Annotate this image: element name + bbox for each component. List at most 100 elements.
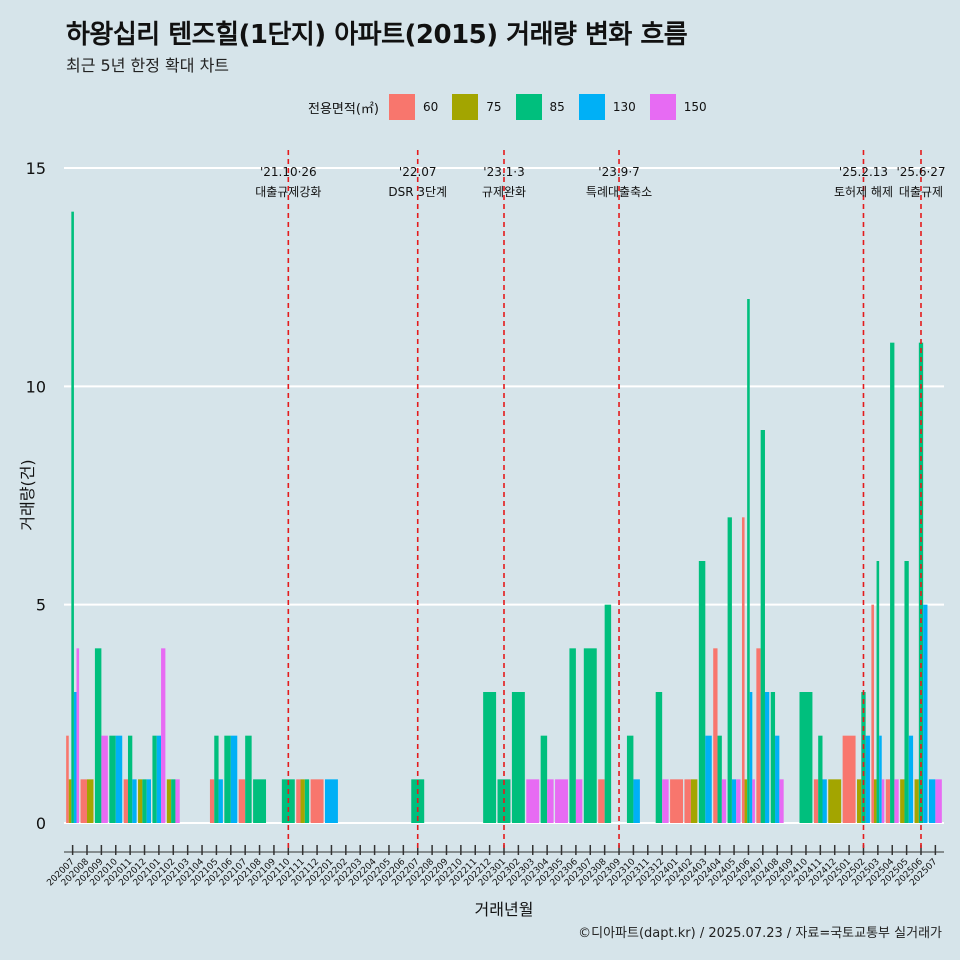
bar-202012-85 — [142, 779, 147, 823]
bar-202212-85 — [483, 692, 497, 823]
bar-202503-75 — [873, 779, 877, 823]
bar-202408-130 — [775, 735, 780, 823]
legend-label-130: 130 — [612, 100, 636, 114]
bar-202408-150 — [779, 779, 784, 823]
annotation-date-202301: '23.1·3 — [483, 165, 524, 179]
y-axis-title: 거래량(건) — [18, 459, 37, 530]
bar-202402-75 — [690, 779, 698, 823]
bar-202507-130 — [928, 779, 936, 823]
bar-202502-75 — [857, 779, 862, 823]
bar-202503-60 — [871, 604, 874, 823]
bar-202310-85 — [626, 735, 634, 823]
legend-item-60: 60 — [388, 94, 446, 120]
legend-key-75 — [452, 94, 479, 120]
bar-202407-130 — [764, 692, 770, 823]
bar-202304-85 — [540, 735, 548, 823]
bar-202404-150 — [721, 779, 727, 823]
bar-202407-60 — [756, 648, 761, 823]
bar-202401-60 — [670, 779, 684, 823]
bar-202308-60 — [598, 779, 605, 823]
chart-title: 하왕십리 텐즈힐(1단지) 아파트(2015) 거래량 변화 흐름 — [66, 20, 688, 50]
bar-202102-150 — [175, 779, 180, 823]
bar-202503-130 — [879, 735, 882, 823]
bar-202011-130 — [132, 779, 137, 823]
bar-202507-150 — [935, 779, 942, 823]
bar-202411-60 — [813, 779, 819, 823]
bar-202111-85 — [304, 779, 310, 823]
bar-202105-85 — [214, 735, 219, 823]
y-tick-label-5: 5 — [36, 596, 46, 615]
bar-202010-130 — [115, 735, 123, 823]
bar-202406-150 — [752, 779, 755, 823]
bar-202010-85 — [109, 735, 116, 823]
bar-202007-150 — [76, 648, 80, 823]
bar-202506-130 — [923, 604, 928, 823]
annotation-label-202207: DSR 3단계 — [388, 185, 447, 199]
legend-label-60: 60 — [422, 100, 439, 114]
bar-202107-85 — [245, 735, 252, 823]
bar-202505-130 — [908, 735, 914, 823]
bar-202201-130 — [324, 779, 338, 823]
annotation-date-202110: '21.10·26 — [260, 165, 317, 179]
bar-202101-85 — [152, 735, 157, 823]
annotation-label-202110: 대출규제강화 — [255, 185, 321, 199]
bar-202505-85 — [904, 561, 909, 823]
annotation-date-202502: '25.2.13 — [839, 165, 888, 179]
bar-202501-60 — [842, 735, 856, 823]
bar-202406-85 — [747, 299, 750, 823]
bar-202009-85 — [94, 648, 102, 823]
bar-202009-150 — [101, 735, 108, 823]
y-tick-label-0: 0 — [36, 814, 46, 833]
bar-202312-85 — [655, 692, 663, 823]
bar-202102-85 — [171, 779, 176, 823]
bar-202101-150 — [161, 648, 166, 823]
bar-202105-130 — [218, 779, 223, 823]
legend-label-75: 75 — [486, 100, 502, 114]
bar-202302-85 — [511, 692, 525, 823]
bar-202402-60 — [684, 779, 691, 823]
bar-202411-85 — [818, 735, 823, 823]
legend-item-85: 85 — [515, 94, 573, 120]
source-caption: ©디아파트(dapt.kr) / 2025.07.23 / 자료=국토교통부 실… — [578, 926, 942, 941]
bar-202108-85 — [253, 779, 267, 823]
bar-202403-85 — [698, 561, 706, 823]
bar-202011-60 — [123, 779, 128, 823]
bar-202408-85 — [770, 692, 776, 823]
bar-202306-85 — [569, 648, 576, 823]
bar-202506-75 — [914, 779, 919, 823]
bar-202504-150 — [894, 779, 899, 823]
y-tick-label-15: 15 — [26, 159, 46, 178]
bar-202308-85 — [604, 604, 612, 823]
bar-202410-85 — [799, 692, 813, 823]
bar-202502-130 — [865, 735, 870, 823]
bar-202012-130 — [146, 779, 151, 823]
chart-subtitle: 최근 5년 한정 확대 차트 — [66, 56, 230, 75]
annotation-label-202309: 특례대출축소 — [586, 185, 652, 199]
bar-202504-60 — [885, 779, 891, 823]
bar-202406-60 — [741, 517, 745, 823]
bar-202111-60 — [296, 779, 301, 823]
legend-title: 전용면적(㎡) — [308, 101, 379, 117]
annotation-label-202502: 토허제 해제 — [834, 185, 893, 199]
bar-202111-75 — [300, 779, 305, 823]
bar-202011-85 — [127, 735, 133, 823]
annotation-label-202301: 규제완화 — [482, 185, 526, 199]
x-axis-title: 거래년월 — [475, 900, 534, 919]
bar-202112-60 — [310, 779, 324, 823]
annotation-date-202506: '25.6·27 — [896, 165, 945, 179]
annotation-date-202207: '22.07 — [399, 165, 437, 179]
bar-202405-85 — [727, 517, 732, 823]
bar-202105-60 — [209, 779, 215, 823]
bar-202412-75 — [828, 779, 842, 823]
bar-202310-130 — [633, 779, 640, 823]
bar-202505-75 — [900, 779, 905, 823]
bar-202404-85 — [717, 735, 722, 823]
annotation-date-202309: '23.9·7 — [598, 165, 639, 179]
bar-202012-75 — [138, 779, 143, 823]
bar-202405-150 — [736, 779, 741, 823]
legend-key-85 — [515, 94, 542, 120]
bar-202305-150 — [555, 779, 568, 823]
bar-202503-85 — [876, 561, 880, 823]
bar-202403-130 — [705, 735, 712, 823]
